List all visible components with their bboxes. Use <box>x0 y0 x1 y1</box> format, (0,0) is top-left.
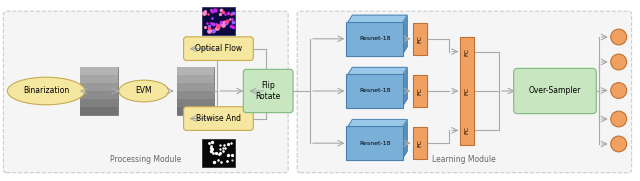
Polygon shape <box>402 15 407 54</box>
FancyBboxPatch shape <box>184 107 253 130</box>
Bar <box>80 75 118 83</box>
Bar <box>80 83 118 91</box>
Text: FC: FC <box>417 139 422 147</box>
Polygon shape <box>348 67 407 75</box>
Bar <box>80 99 118 107</box>
Text: Over-Sampler: Over-Sampler <box>529 87 581 96</box>
Bar <box>80 67 118 115</box>
Bar <box>177 67 214 75</box>
Bar <box>80 91 118 99</box>
Circle shape <box>611 83 627 98</box>
Text: Bitwise And: Bitwise And <box>196 114 241 123</box>
Bar <box>177 99 214 107</box>
Polygon shape <box>402 119 407 159</box>
FancyBboxPatch shape <box>297 11 632 173</box>
Text: Resnet-18: Resnet-18 <box>359 141 390 146</box>
Text: Flip
Rotate: Flip Rotate <box>255 81 281 101</box>
Bar <box>202 7 236 35</box>
FancyBboxPatch shape <box>460 37 474 145</box>
Bar <box>177 75 214 83</box>
Text: EVM: EVM <box>136 87 152 96</box>
Bar <box>80 67 118 75</box>
Text: Processing Module: Processing Module <box>110 155 181 164</box>
FancyBboxPatch shape <box>514 68 596 114</box>
Text: FC: FC <box>465 48 470 56</box>
FancyBboxPatch shape <box>346 74 403 108</box>
Bar <box>202 139 236 167</box>
Text: FC: FC <box>465 87 470 95</box>
Text: FC: FC <box>465 126 470 134</box>
Bar <box>177 83 214 91</box>
FancyBboxPatch shape <box>346 22 403 56</box>
Circle shape <box>611 136 627 152</box>
FancyBboxPatch shape <box>413 23 426 54</box>
Polygon shape <box>348 15 407 23</box>
FancyBboxPatch shape <box>184 37 253 60</box>
Bar <box>177 67 214 115</box>
Bar <box>80 107 118 115</box>
Text: FC: FC <box>417 87 422 95</box>
Circle shape <box>611 29 627 45</box>
Text: Binarization: Binarization <box>23 87 69 96</box>
Text: Learning Module: Learning Module <box>433 155 496 164</box>
Text: Resnet-18: Resnet-18 <box>359 89 390 94</box>
Polygon shape <box>348 119 407 127</box>
Bar <box>177 107 214 115</box>
FancyBboxPatch shape <box>3 11 288 173</box>
Text: FC: FC <box>417 35 422 43</box>
FancyBboxPatch shape <box>413 75 426 107</box>
Ellipse shape <box>119 80 169 102</box>
Text: Optical Flow: Optical Flow <box>195 44 242 53</box>
Polygon shape <box>402 67 407 107</box>
Text: Resnet-18: Resnet-18 <box>359 36 390 41</box>
FancyBboxPatch shape <box>413 127 426 159</box>
Ellipse shape <box>8 77 85 105</box>
FancyBboxPatch shape <box>346 127 403 160</box>
Circle shape <box>611 111 627 127</box>
FancyBboxPatch shape <box>243 69 293 113</box>
Bar <box>177 91 214 99</box>
Circle shape <box>611 54 627 70</box>
